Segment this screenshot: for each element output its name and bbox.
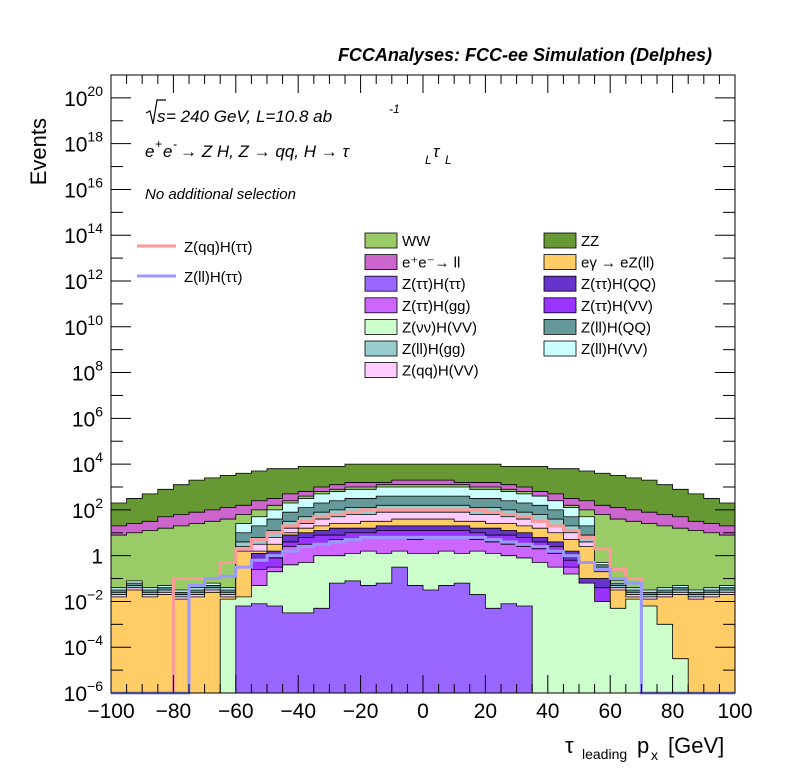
- y-tick-label: 10−6: [64, 678, 104, 706]
- legend-fill-swatch: [364, 318, 398, 335]
- x-tick-label: 60: [599, 700, 622, 723]
- legend-fill-label: Z(qq)H(VV): [402, 363, 479, 380]
- legend-fill-label: Z(ll)H(QQ): [581, 319, 651, 336]
- legend-fill-label: ZZ: [581, 233, 599, 250]
- legend-fill-swatch: [543, 297, 577, 314]
- legend-fill-label: eγ → eZ(ll): [581, 255, 654, 272]
- y-tick-label: 108: [72, 358, 103, 386]
- y-tick-label: 1: [91, 546, 103, 569]
- x-tick-label: −20: [343, 700, 379, 723]
- annotation-selection: No additional selection: [145, 186, 296, 203]
- x-tick-label: 20: [474, 700, 497, 723]
- y-tick-label: 1018: [64, 129, 103, 157]
- legend-fill-swatch: [364, 232, 398, 249]
- x-label-p: p: [637, 733, 649, 758]
- axis-ticks: −100 −80 −60 −40 −20 0 20 40 60 80 100 1020 1018 1016…: [64, 74, 753, 723]
- x-axis-label: τ leading p x [GeV]: [565, 733, 724, 763]
- energy-s: s: [157, 107, 166, 126]
- x-tick-label: 100: [717, 700, 752, 723]
- chart-title: FCCAnalyses: FCC-ee Simulation (Delphes): [338, 45, 712, 65]
- x-tick-label: −80: [156, 700, 192, 723]
- y-tick-label: 1014: [64, 220, 103, 248]
- annotation-energy: s = 240 GeV, L=10.8 ab -1: [145, 99, 400, 126]
- x-tick-label: 80: [661, 700, 684, 723]
- x-label-p-sub: x: [651, 747, 658, 763]
- x-tick-label: −100: [87, 700, 134, 723]
- y-axis-label: Events: [26, 118, 51, 185]
- y-tick-label: 10−2: [64, 586, 104, 614]
- legend-fill-swatch: [543, 254, 577, 271]
- legend-fill-label: Z(ττ)H(VV): [581, 298, 653, 315]
- y-tick-label: 1016: [64, 174, 103, 202]
- legend-fill-swatch: [543, 275, 577, 292]
- y-tick-label: 10−4: [64, 632, 104, 660]
- process-e1-sup: +: [155, 137, 162, 151]
- process-e1: e: [145, 142, 154, 161]
- signal-lines: [111, 508, 735, 695]
- legend-fill-label: Z(ll)H(VV): [581, 341, 648, 358]
- legend-line-label: Z(ll)H(ττ): [184, 269, 243, 286]
- legend-fill-swatch: [364, 275, 398, 292]
- sqrt-symbol: [145, 99, 166, 125]
- legend-fill-label: Z(νν)H(VV): [402, 319, 477, 336]
- x-tick-label: −60: [218, 700, 254, 723]
- legend-fill-swatch: [364, 340, 398, 357]
- y-tick-label: 104: [72, 449, 103, 477]
- annotation-process: e + e - → Z H, Z → qq, H → τ L τ L: [145, 137, 452, 167]
- x-label-unit: [GeV]: [668, 733, 724, 758]
- stacked-histograms: [110, 463, 736, 694]
- legend-line-label: Z(qq)H(ττ): [184, 239, 253, 256]
- y-tick-label: 1010: [64, 312, 103, 340]
- legend-lines: Z(qq)H(ττ) Z(ll)H(ττ): [137, 239, 253, 286]
- legend-fill-label: WW: [402, 233, 431, 250]
- x-tick-label: 0: [417, 700, 429, 723]
- x-tick-label: −40: [280, 700, 316, 723]
- legend-fill-swatch: [364, 362, 398, 379]
- x-label-tau: τ: [565, 733, 574, 758]
- x-label-sub: leading: [582, 746, 627, 762]
- energy-exp: -1: [389, 102, 400, 116]
- legend-fill-label: Z(ll)H(gg): [402, 341, 465, 358]
- legend-fill-swatch: [543, 232, 577, 249]
- legend-fill-swatch: [543, 318, 577, 335]
- line-z-ll-h-: [111, 535, 735, 695]
- y-tick-label: 102: [72, 495, 103, 523]
- legend-fills: WW ZZ e⁺e⁻→ ll eγ → eZ(ll) Z(ττ)H(ττ) Z(ττ)H(…: [364, 232, 656, 380]
- legend-fill-swatch: [364, 297, 398, 314]
- y-tick-label: 1012: [64, 266, 103, 294]
- process-text: → Z H, Z → qq, H → τ: [180, 142, 350, 161]
- line-z-qq-h-: [111, 508, 735, 695]
- legend-fill-label: e⁺e⁻→ ll: [402, 255, 460, 272]
- y-tick-label: 106: [72, 403, 103, 431]
- legend-fill-label: Z(ττ)H(ττ): [402, 276, 466, 293]
- y-tick-label: 1020: [64, 83, 103, 111]
- x-tick-label: 40: [536, 700, 559, 723]
- legend-fill-label: Z(ττ)H(gg): [402, 298, 471, 315]
- process-sub-1: L: [425, 153, 432, 167]
- process-e2-sup: -: [173, 137, 177, 151]
- legend-fill-swatch: [364, 254, 398, 271]
- legend-fill-label: Z(ττ)H(QQ): [581, 276, 656, 293]
- legend-fill-swatch: [543, 340, 577, 357]
- process-e2: e: [163, 142, 172, 161]
- process-tau2: τ: [433, 142, 441, 161]
- process-sub-2: L: [445, 153, 452, 167]
- energy-text: = 240 GeV, L=10.8 ab: [166, 107, 332, 126]
